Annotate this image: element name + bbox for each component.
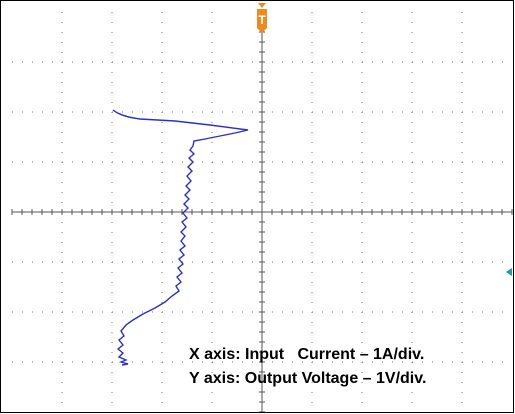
scope-screen: T X axis: Input Current – 1A/div. Y axis… [0,0,515,414]
trigger-label: T [258,13,266,27]
page: {"trigger_marker": "T", "labels": {"x_ax… [0,0,515,414]
body: T X axis: Input Current – 1A/div. Y axis… [0,0,515,414]
x-axis-label: X axis: Input Current – 1A/div. [189,346,424,363]
y-axis-label: Y axis: Output Voltage – 1V/div. [189,370,426,387]
